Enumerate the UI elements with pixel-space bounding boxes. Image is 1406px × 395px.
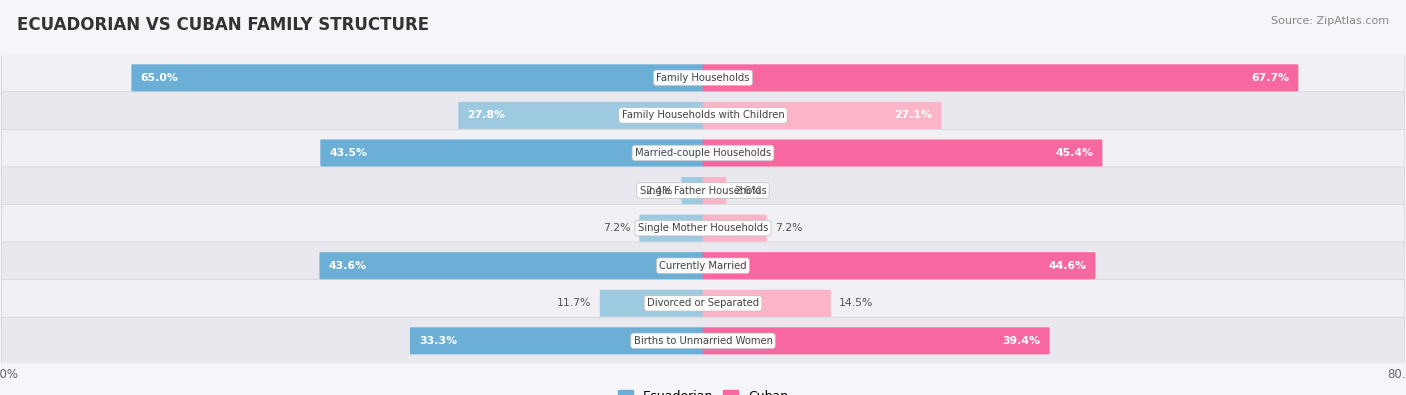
Text: 45.4%: 45.4% [1054,148,1094,158]
Text: 43.6%: 43.6% [329,261,367,271]
FancyBboxPatch shape [1,242,1405,290]
FancyBboxPatch shape [1,317,1405,365]
Text: 7.2%: 7.2% [603,223,631,233]
Text: 44.6%: 44.6% [1047,261,1087,271]
FancyBboxPatch shape [703,102,942,129]
Legend: Ecuadorian, Cuban: Ecuadorian, Cuban [614,386,792,395]
FancyBboxPatch shape [411,327,703,354]
Text: 27.8%: 27.8% [467,111,506,120]
Text: 67.7%: 67.7% [1251,73,1289,83]
FancyBboxPatch shape [703,214,766,242]
Text: 7.2%: 7.2% [775,223,803,233]
FancyBboxPatch shape [703,177,727,204]
Text: Single Father Households: Single Father Households [640,186,766,196]
FancyBboxPatch shape [1,205,1405,252]
Text: 14.5%: 14.5% [839,298,873,308]
FancyBboxPatch shape [600,290,703,317]
Text: Single Mother Households: Single Mother Households [638,223,768,233]
FancyBboxPatch shape [703,252,1095,279]
Text: Births to Unmarried Women: Births to Unmarried Women [634,336,772,346]
Text: ECUADORIAN VS CUBAN FAMILY STRUCTURE: ECUADORIAN VS CUBAN FAMILY STRUCTURE [17,16,429,34]
Text: Currently Married: Currently Married [659,261,747,271]
Text: 33.3%: 33.3% [419,336,457,346]
Text: Married-couple Households: Married-couple Households [636,148,770,158]
Text: 65.0%: 65.0% [141,73,179,83]
FancyBboxPatch shape [321,139,703,167]
FancyBboxPatch shape [703,290,831,317]
Text: 27.1%: 27.1% [894,111,932,120]
Text: Divorced or Separated: Divorced or Separated [647,298,759,308]
FancyBboxPatch shape [1,92,1405,139]
FancyBboxPatch shape [1,129,1405,177]
Text: Source: ZipAtlas.com: Source: ZipAtlas.com [1271,16,1389,26]
Text: 43.5%: 43.5% [329,148,367,158]
Text: Family Households with Children: Family Households with Children [621,111,785,120]
Text: 11.7%: 11.7% [557,298,592,308]
FancyBboxPatch shape [703,64,1298,91]
Text: Family Households: Family Households [657,73,749,83]
FancyBboxPatch shape [1,167,1405,214]
FancyBboxPatch shape [131,64,703,91]
FancyBboxPatch shape [703,327,1050,354]
FancyBboxPatch shape [1,280,1405,327]
FancyBboxPatch shape [319,252,703,279]
FancyBboxPatch shape [640,214,703,242]
FancyBboxPatch shape [703,139,1102,167]
Text: 39.4%: 39.4% [1002,336,1040,346]
FancyBboxPatch shape [1,54,1405,102]
Text: 2.4%: 2.4% [645,186,673,196]
FancyBboxPatch shape [458,102,703,129]
Text: 2.6%: 2.6% [734,186,762,196]
FancyBboxPatch shape [682,177,703,204]
